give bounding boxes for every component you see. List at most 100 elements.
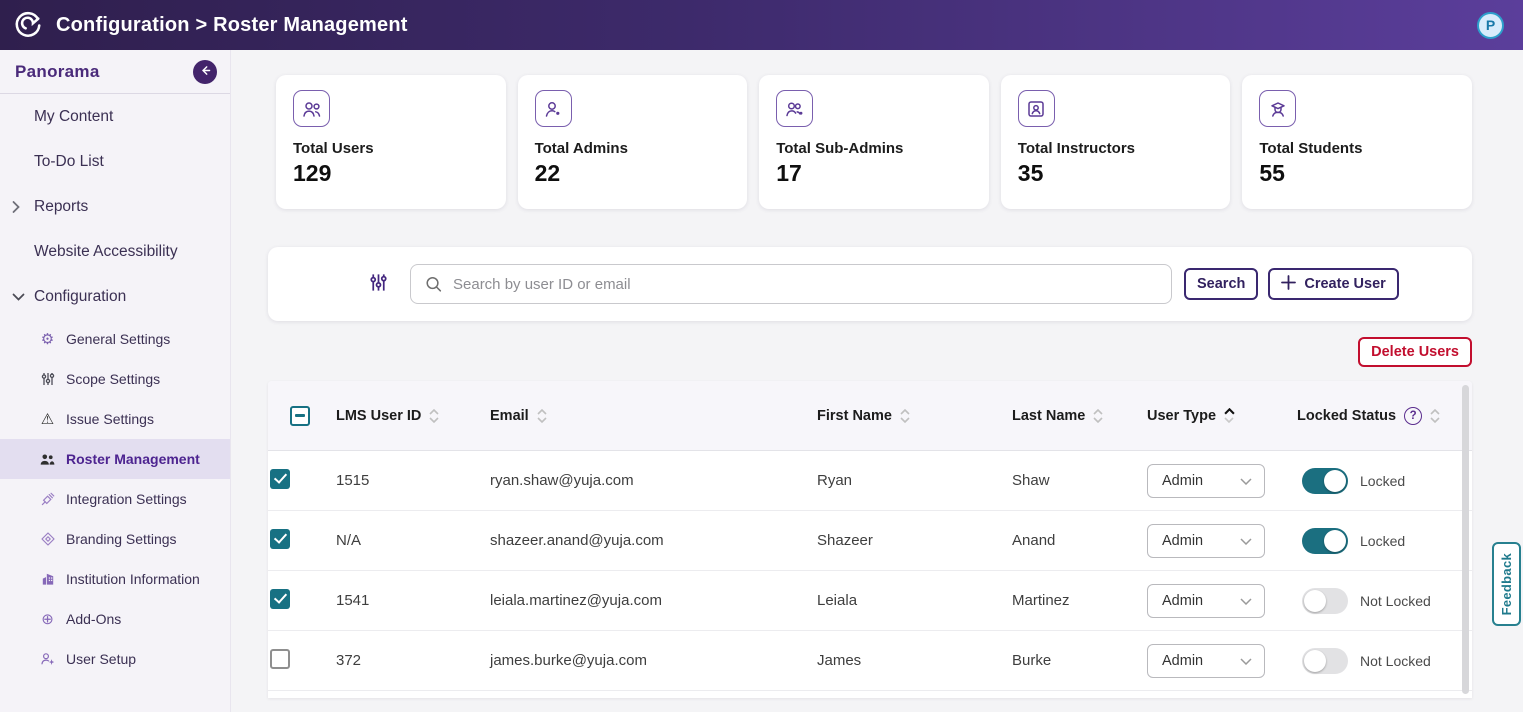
locked-status-label: Not Locked [1360, 592, 1431, 609]
column-header-locked-status[interactable]: Locked Status ? [1295, 406, 1472, 425]
row-checkbox[interactable] [270, 528, 290, 549]
chevron-down-icon [1240, 533, 1252, 549]
search-button[interactable]: Search [1184, 268, 1259, 300]
filter-sliders-icon [368, 272, 389, 296]
first-name-cell: Leiala [817, 592, 858, 609]
email-cell: shazeer.anand@yuja.com [490, 532, 664, 549]
instructor-icon [1017, 90, 1055, 127]
user-type-dropdown[interactable]: Admin [1147, 643, 1265, 678]
users-icon [293, 90, 330, 127]
sidebar-item-user-setup[interactable]: User Setup [0, 639, 230, 679]
sidebar-item-reports[interactable]: Reports [0, 184, 230, 229]
search-input[interactable] [410, 264, 1172, 304]
stat-card-total-users: Total Users 129 [276, 75, 506, 209]
user-type-dropdown[interactable]: Admin [1147, 583, 1265, 618]
sidebar-item-configuration[interactable]: Configuration [0, 274, 230, 319]
building-icon [38, 571, 57, 587]
branding-icon [38, 531, 57, 547]
bulk-actions-row: Delete Users [268, 337, 1472, 367]
stat-card-total-instructors: Total Instructors 35 [1000, 75, 1231, 209]
sort-icon[interactable] [900, 408, 910, 423]
collapse-sidebar-button[interactable] [193, 59, 217, 84]
column-header-last-name[interactable]: Last Name [1010, 408, 1145, 424]
last-name-cell: Anand [1012, 532, 1056, 549]
column-header-user-type[interactable]: User Type [1145, 408, 1295, 424]
sidebar-item-my-content[interactable]: My Content [34, 107, 114, 125]
lms-user-id-cell: 372 [336, 652, 362, 669]
delete-users-button[interactable]: Delete Users [1358, 337, 1472, 367]
warning-icon: ⚠ [40, 411, 55, 428]
sidebar-item-add-ons[interactable]: ⊕ Add-Ons [0, 599, 230, 639]
first-name-cell: Ryan [817, 472, 853, 489]
sidebar-nav: My Content To-Do List Reports Website Ac… [0, 94, 230, 679]
sidebar-item-general-settings[interactable]: ⚙ General Settings [0, 319, 230, 359]
column-header-email[interactable]: Email [488, 408, 815, 424]
column-header-lms-user-id[interactable]: LMS User ID [324, 408, 488, 424]
user-avatar[interactable]: P [1477, 11, 1504, 39]
first-name-cell: James [817, 652, 862, 669]
table-header-row: LMS User ID Email First Name [268, 381, 1472, 451]
stat-card-total-students: Total Students 55 [1242, 75, 1472, 209]
locked-toggle[interactable] [1302, 467, 1348, 494]
yuja-logo-icon [13, 10, 43, 40]
people-icon [38, 451, 57, 468]
plus-icon [1281, 274, 1297, 294]
chevron-down-icon [12, 293, 25, 301]
top-bar: Configuration > Roster Management P [0, 0, 1523, 50]
email-cell: james.burke@yuja.com [490, 652, 647, 669]
sidebar-item-institution-information[interactable]: Institution Information [0, 559, 230, 599]
sort-icon[interactable] [537, 408, 547, 423]
row-checkbox[interactable] [270, 468, 290, 489]
sidebar-title: Panorama [15, 61, 100, 81]
user-type-dropdown[interactable]: Admin [1147, 463, 1265, 498]
sort-icon[interactable] [429, 408, 439, 423]
sort-icon[interactable] [1430, 408, 1440, 423]
user-gear-icon [38, 651, 57, 667]
help-icon[interactable]: ? [1404, 406, 1423, 425]
sidebar-item-integration-settings[interactable]: Integration Settings [0, 479, 230, 519]
sidebar-item-issue-settings[interactable]: ⚠ Issue Settings [0, 399, 230, 439]
feedback-tab[interactable]: Feedback [1492, 542, 1521, 626]
table-row: 372 james.burke@yuja.com James Burke Adm… [268, 631, 1472, 691]
table-scrollbar[interactable] [1462, 385, 1469, 694]
table-row: 1541 leiala.martinez@yuja.com Leiala Mar… [268, 571, 1472, 631]
locked-toggle[interactable] [1302, 647, 1348, 674]
chevron-down-icon [1240, 473, 1252, 489]
sidebar-item-to-do-list[interactable]: To-Do List [34, 152, 104, 170]
chevron-down-icon [1240, 593, 1252, 609]
page-title: Configuration > Roster Management [56, 13, 408, 36]
stat-card-total-admins: Total Admins 22 [517, 75, 748, 209]
last-name-cell: Martinez [1012, 592, 1070, 609]
sidebar-item-scope-settings[interactable]: Scope Settings [0, 359, 230, 399]
sidebar-item-branding-settings[interactable]: Branding Settings [0, 519, 230, 559]
row-checkbox[interactable] [270, 588, 290, 609]
select-all-checkbox[interactable] [290, 405, 310, 426]
sort-icon-ascending[interactable] [1224, 408, 1235, 423]
user-type-dropdown[interactable]: Admin [1147, 523, 1265, 558]
sort-icon[interactable] [1093, 408, 1103, 423]
back-arrow-icon [199, 64, 212, 80]
roster-table: LMS User ID Email First Name [268, 381, 1472, 698]
gear-icon: ⚙ [40, 331, 55, 348]
chevron-down-icon [1240, 653, 1252, 669]
search-icon [424, 275, 443, 294]
student-icon [1259, 90, 1297, 127]
chevron-right-icon [12, 200, 20, 213]
filter-button[interactable] [368, 272, 389, 296]
sidebar-item-roster-management[interactable]: Roster Management [0, 439, 230, 479]
stat-cards: Total Users 129 Total Admins 22 Total Su… [231, 50, 1523, 209]
locked-toggle[interactable] [1302, 527, 1348, 554]
lms-user-id-cell: 1515 [336, 472, 370, 489]
locked-status-label: Locked [1360, 532, 1406, 549]
sidebar-item-website-accessibility[interactable]: Website Accessibility [34, 242, 178, 260]
locked-status-label: Not Locked [1360, 652, 1431, 669]
sub-admins-icon [776, 90, 814, 127]
search-field-wrapper [410, 264, 1172, 304]
table-row: 1515 ryan.shaw@yuja.com Ryan Shaw Admin … [268, 451, 1472, 511]
stat-card-total-sub-admins: Total Sub-Admins 17 [759, 75, 989, 209]
locked-toggle[interactable] [1302, 587, 1348, 614]
sidebar-header: Panorama [0, 50, 230, 94]
row-checkbox[interactable] [270, 648, 290, 669]
column-header-first-name[interactable]: First Name [815, 408, 1010, 424]
create-user-button[interactable]: Create User [1268, 268, 1399, 300]
